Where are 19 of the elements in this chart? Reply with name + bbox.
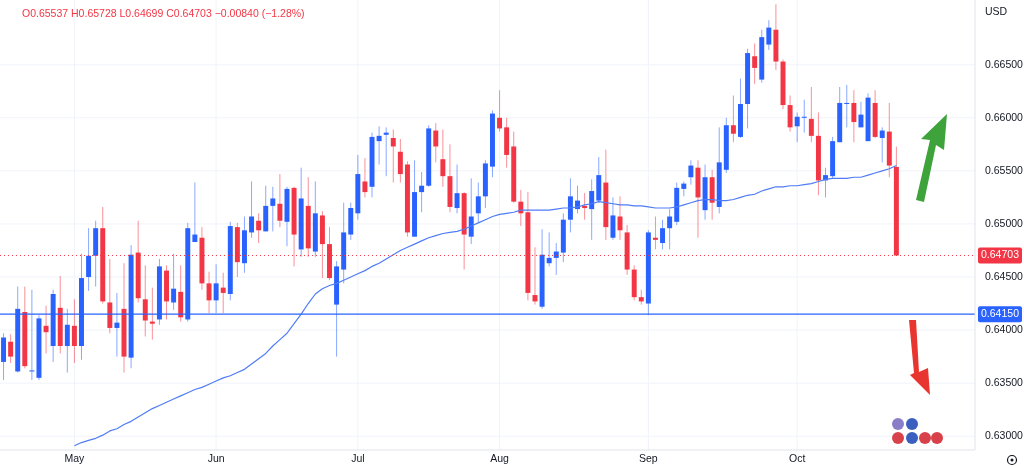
ref-line-label: 0.64703 xyxy=(981,248,1020,261)
line-series xyxy=(73,164,897,447)
y-tick-label: 0.65000 xyxy=(985,216,1024,229)
x-tick-label: Jun xyxy=(207,452,225,464)
y-tick-label: 0.63000 xyxy=(985,428,1024,441)
annotation: O0.65537 H0.65728 L0.64699 C0.64703 −0.00840 (−1.28%) xyxy=(22,6,305,19)
x-tick-label: Jul xyxy=(351,452,365,464)
y-axis-title: USD xyxy=(985,4,1008,17)
y-tick-label: 0.64500 xyxy=(985,269,1024,282)
ref-line-label: 0.64150 xyxy=(981,306,1020,319)
x-tick-label: May xyxy=(64,452,86,464)
y-tick-label: 0.63500 xyxy=(985,375,1024,388)
x-tick-label: Oct xyxy=(789,452,806,464)
x-tick-label: Aug xyxy=(490,452,510,464)
x-tick-label: Sep xyxy=(639,452,658,464)
y-tick-label: 0.66500 xyxy=(985,57,1024,70)
y-tick-label: 0.64000 xyxy=(985,322,1024,335)
y-tick-label: 0.66000 xyxy=(985,110,1024,123)
y-tick-label: 0.65500 xyxy=(985,163,1024,176)
